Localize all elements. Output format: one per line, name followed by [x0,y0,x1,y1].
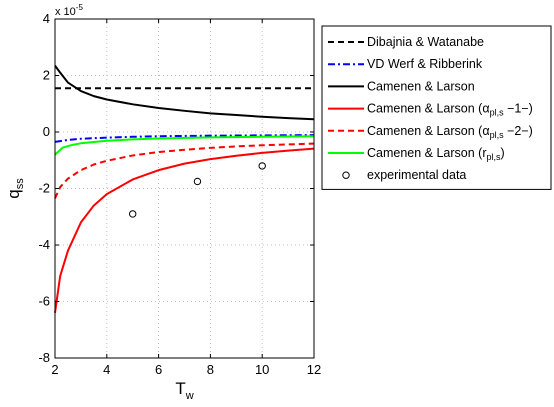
y-axis-label-sub: ss [14,178,26,190]
series-line-6 [54,135,315,156]
legend-label: Camenen & Larson (αpl,s −1−) [367,102,533,118]
y-axis-label: qss [4,178,26,199]
series-line-4 [54,147,315,313]
y-tick-label: 4 [43,11,50,26]
series-line-2 [54,134,315,143]
x-axis-label-main: T [175,379,185,398]
x-tick-label: 10 [255,362,269,377]
data-point [258,162,266,170]
series-line-3 [54,65,315,121]
legend-label: Camenen & Larson (αpl,s −2−) [367,124,533,140]
legend-marker [342,171,350,179]
legend-label: experimental data [367,168,466,182]
y-tick-label: -8 [38,350,50,365]
x-axis-label: Tw [175,379,193,402]
ticks: 2 4 6 8 10 12 -8 -6 -4 -2 0 2 4 [38,11,321,377]
y-tick-label: 0 [43,124,50,139]
y-tick-label: -6 [38,294,50,309]
legend-label: Dibajnia & Watanabe [367,35,484,49]
grid [55,19,314,358]
legend-label: VD Werf & Ribberink [367,57,483,71]
data-point [129,210,137,218]
x-tick-label: 6 [155,362,162,377]
y-tick-label: -2 [38,181,50,196]
x-tick-label: 4 [103,362,110,377]
y-tick-label: 2 [43,68,50,83]
y-axis-label-main: q [4,189,23,198]
y-multiplier-base: x 10 [55,6,76,18]
y-tick-label: -4 [38,237,50,252]
x-tick-label: 12 [307,362,321,377]
data-point [193,177,202,186]
legend-label: Camenen & Larson (rpl,s) [367,146,505,162]
x-tick-label: 2 [51,362,58,377]
y-multiplier: x 10-5 [55,3,83,18]
y-multiplier-exponent: -5 [76,3,84,12]
legend: Dibajnia & Watanabe VD Werf & Ribberink Ca… [321,25,552,190]
x-axis-label-sub: w [185,390,194,402]
series-layer [54,65,315,313]
x-tick-label: 8 [207,362,214,377]
legend-label: Camenen & Larson [367,79,475,93]
